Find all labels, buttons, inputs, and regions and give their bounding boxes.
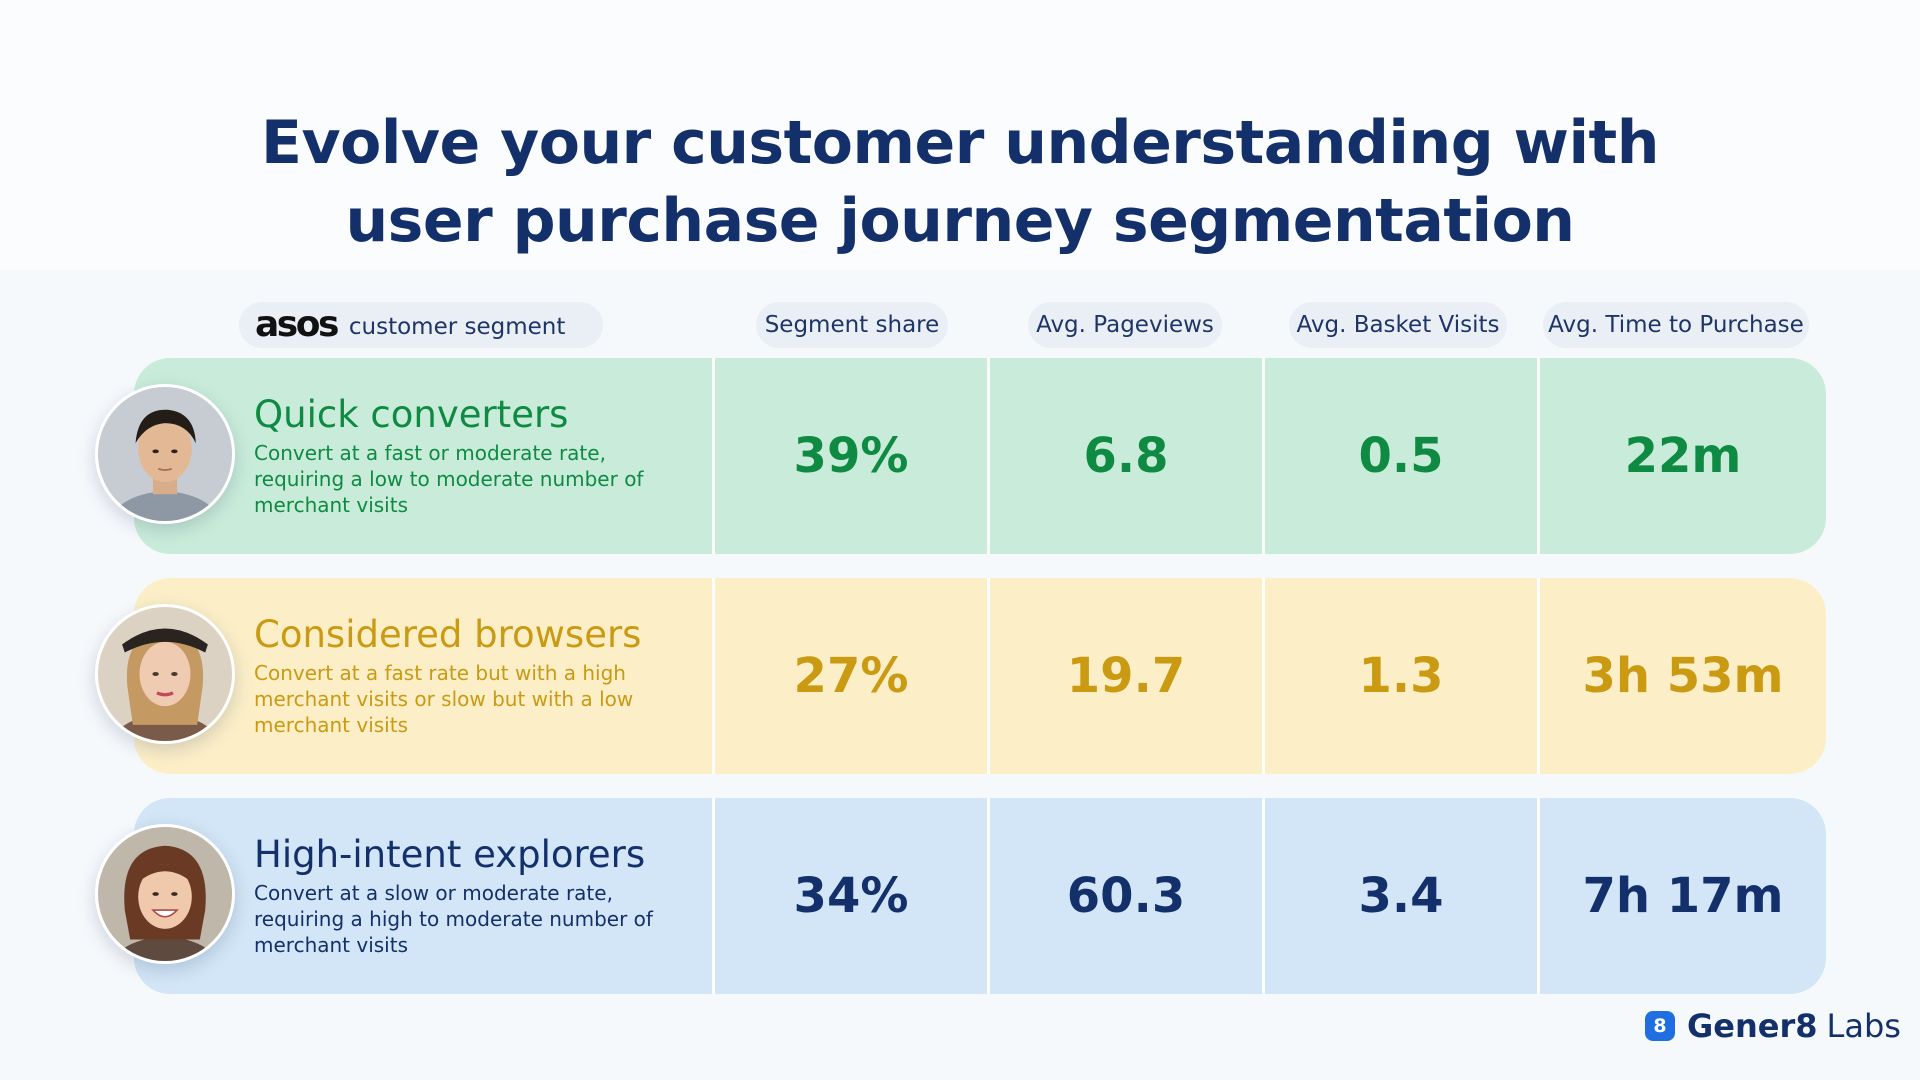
avatar-photo-icon bbox=[98, 827, 232, 961]
segment-description: Convert at a slow or moderate rate, requ… bbox=[254, 881, 653, 957]
header-pill-avg-time-to-purchase: Avg. Time to Purchase bbox=[1543, 302, 1809, 348]
column-divider bbox=[987, 358, 990, 554]
avg-time-to-purchase-value: 3h 53m bbox=[1582, 648, 1784, 704]
asos-logo: asos bbox=[255, 304, 339, 345]
segment-row: Quick converters Convert at a fast or mo… bbox=[134, 358, 1826, 554]
avatar-photo bbox=[95, 604, 235, 744]
avatar-photo-icon bbox=[98, 607, 232, 741]
segment-share-value: 27% bbox=[793, 648, 909, 704]
segment-name: High-intent explorers bbox=[254, 833, 646, 876]
segment-description: Convert at a fast rate but with a high m… bbox=[254, 661, 634, 737]
avg-pageviews-value: 60.3 bbox=[1066, 868, 1186, 924]
gener8-brand: 8 Gener8 Labs bbox=[1645, 1006, 1901, 1046]
segment-row: Considered browsers Convert at a fast ra… bbox=[134, 578, 1826, 774]
avg-time-to-purchase-value: 22m bbox=[1624, 428, 1742, 484]
avg-basket-visits-value: 0.5 bbox=[1358, 428, 1444, 484]
slide-title: Evolve your customer understanding with … bbox=[0, 104, 1920, 260]
header-band bbox=[0, 0, 1920, 270]
avg-pageviews-value: 19.7 bbox=[1066, 648, 1186, 704]
avg-basket-visits-value: 3.4 bbox=[1358, 868, 1444, 924]
column-divider bbox=[712, 578, 715, 774]
segment-name: Considered browsers bbox=[254, 613, 642, 656]
avg-pageviews-value: 6.8 bbox=[1083, 428, 1169, 484]
segment-name: Quick converters bbox=[254, 393, 569, 436]
column-divider bbox=[1262, 578, 1265, 774]
header-pill-avg-basket-visits: Avg. Basket Visits bbox=[1289, 302, 1507, 348]
title-line-2: user purchase journey segmentation bbox=[345, 186, 1575, 256]
column-divider bbox=[712, 358, 715, 554]
segment-share-value: 39% bbox=[793, 428, 909, 484]
avatar-photo bbox=[95, 824, 235, 964]
column-divider bbox=[987, 798, 990, 994]
avatar-photo-icon bbox=[98, 387, 232, 521]
avg-time-to-purchase-value: 7h 17m bbox=[1582, 868, 1784, 924]
column-divider bbox=[1537, 798, 1540, 994]
header-pill-avg-pageviews: Avg. Pageviews bbox=[1028, 302, 1222, 348]
brand-suffix: Labs bbox=[1826, 1007, 1901, 1045]
column-divider bbox=[987, 578, 990, 774]
brand-name: Gener8 bbox=[1687, 1007, 1818, 1045]
column-divider bbox=[1262, 798, 1265, 994]
title-line-1: Evolve your customer understanding with bbox=[261, 108, 1659, 178]
segment-row: High-intent explorers Convert at a slow … bbox=[134, 798, 1826, 994]
header-pill-segment-share: Segment share bbox=[756, 302, 948, 348]
avg-basket-visits-value: 1.3 bbox=[1358, 648, 1444, 704]
segment-header-label: customer segment bbox=[348, 314, 566, 340]
column-divider bbox=[1537, 358, 1540, 554]
header-pill-segment: asos customer segment bbox=[239, 302, 603, 348]
segment-share-value: 34% bbox=[793, 868, 909, 924]
avatar-photo bbox=[95, 384, 235, 524]
column-divider bbox=[1537, 578, 1540, 774]
segment-description: Convert at a fast or moderate rate, requ… bbox=[254, 441, 644, 517]
gener8-logo-icon: 8 bbox=[1645, 1011, 1675, 1041]
column-divider bbox=[712, 798, 715, 994]
column-divider bbox=[1262, 358, 1265, 554]
